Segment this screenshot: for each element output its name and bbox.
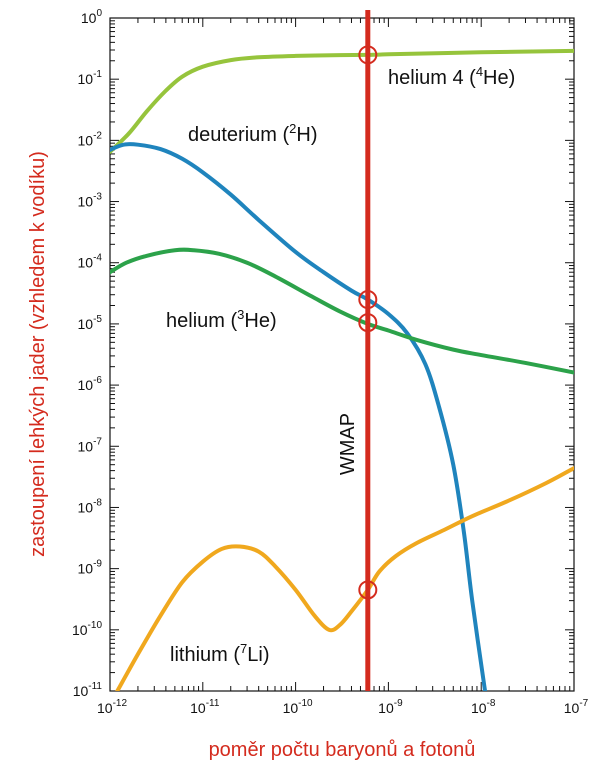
x-tick-label: 10-8 [471,698,496,716]
y-tick-label: 10-3 [78,192,103,210]
he3-label: helium (3He) [166,307,277,332]
y-tick-label: 10-2 [78,130,103,148]
wmap-intersection-circle [358,580,378,600]
plot-frame [109,17,575,692]
he4-line [110,48,574,154]
y-tick-label: 10-9 [78,559,103,577]
y-tick-label: 10-5 [78,314,103,332]
series-labels: helium 4 (4He) deuterium (2H) helium (3He)… [166,64,515,666]
x-axis-title: poměr počtu baryonů a fotonů [209,739,476,761]
y-tick-label: 10-8 [78,497,103,515]
wmap-intersection-circle [358,290,378,310]
y-tick-label: 10-1 [78,69,103,87]
y-axis-title: zastoupení lehkých jader (vzhledem k vod… [27,151,49,557]
x-tick-label: 10-11 [190,698,220,716]
wmap-label: WMAP [337,413,359,475]
he4-label: helium 4 (4He) [388,64,515,89]
li7-line [115,466,574,691]
series-group [110,48,574,691]
y-tick-label: 10-7 [78,436,103,454]
axis-ticks [109,18,574,692]
x-tick-label: 10-9 [378,698,403,716]
y-tick-label: 10-4 [78,253,103,271]
wmap-marker-group: WMAP [337,10,378,691]
y-tick-label: 10-10 [72,620,102,638]
d-label: deuterium (2H) [188,121,318,146]
x-tick-label: 10-10 [283,698,313,716]
y-tick-label: 10-11 [73,681,103,699]
wmap-intersection-circle [358,45,378,65]
he3-line [110,247,574,375]
d-line [110,142,488,691]
wmap-intersection-circle [358,313,378,333]
x-tick-label: 10-12 [97,698,127,716]
axis-tick-labels: 10-12 10-11 10-10 10-9 10-8 10-710010-110-210… [72,8,589,716]
y-tick-label: 10-6 [78,375,103,393]
y-tick-label: 100 [81,8,103,26]
x-tick-label: 10-7 [564,698,589,716]
li7-label: lithium (7Li) [170,641,269,666]
